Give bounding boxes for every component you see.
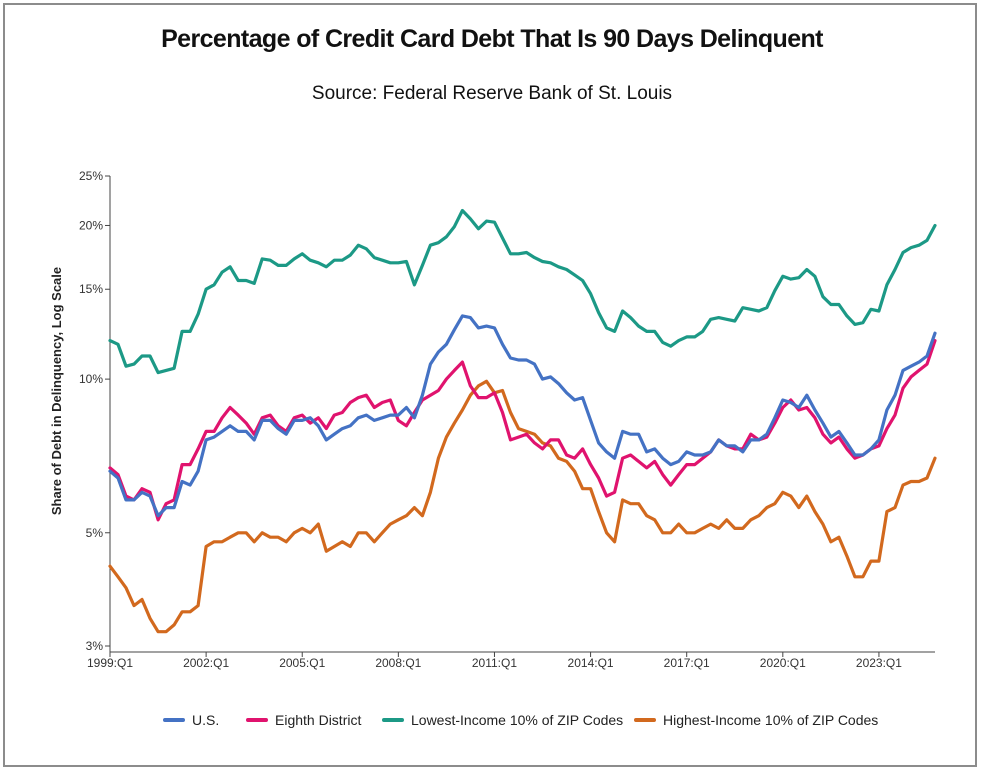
- y-axis-label: Share of Debt in Delinquency, Log Scale: [49, 267, 64, 515]
- x-tick-label: 2005:Q1: [279, 656, 325, 670]
- x-tick-label: 2014:Q1: [568, 656, 614, 670]
- x-tick-label: 2011:Q1: [472, 656, 517, 670]
- y-tick-label: 10%: [79, 372, 103, 386]
- series-line-2: [108, 208, 937, 375]
- x-tick-label: 2020:Q1: [760, 656, 806, 670]
- y-tick-label: 15%: [79, 282, 103, 296]
- legend-label: Highest-Income 10% of ZIP Codes: [663, 712, 878, 728]
- legend-item: Lowest-Income 10% of ZIP Codes: [382, 712, 623, 728]
- chart-title: Percentage of Credit Card Debt That Is 9…: [161, 25, 823, 53]
- legend-item: Eighth District: [246, 712, 361, 728]
- chart-subtitle: Source: Federal Reserve Bank of St. Loui…: [311, 83, 673, 104]
- legend-label: Lowest-Income 10% of ZIP Codes: [411, 712, 623, 728]
- legend-item: U.S.: [163, 712, 219, 728]
- x-tick-label: 2023:Q1: [856, 656, 902, 670]
- series-line-0: [108, 314, 937, 518]
- x-tick-label: 2002:Q1: [183, 656, 229, 670]
- y-tick-label: 3%: [86, 639, 104, 653]
- legend: U.S. Eighth District Lowest-Income 10% of …: [163, 712, 878, 728]
- x-tick-label: 2008:Q1: [375, 656, 421, 670]
- series-line-3: [108, 379, 937, 634]
- legend-label: Eighth District: [275, 712, 361, 728]
- legend-item: Highest-Income 10% of ZIP Codes: [634, 712, 878, 728]
- y-tick-label: 20%: [79, 218, 103, 232]
- y-tick-label: 25%: [79, 169, 103, 183]
- x-tick-label: 2017:Q1: [664, 656, 710, 670]
- axes: 3% 5% 10% 15% 20% 25% 1999:Q1 2002:Q1 2005:Q1 200…: [79, 169, 935, 670]
- y-tick-label: 5%: [86, 526, 104, 540]
- series-lines: [108, 208, 937, 634]
- x-tick-label: 1999:Q1: [87, 656, 133, 670]
- legend-label: U.S.: [192, 712, 219, 728]
